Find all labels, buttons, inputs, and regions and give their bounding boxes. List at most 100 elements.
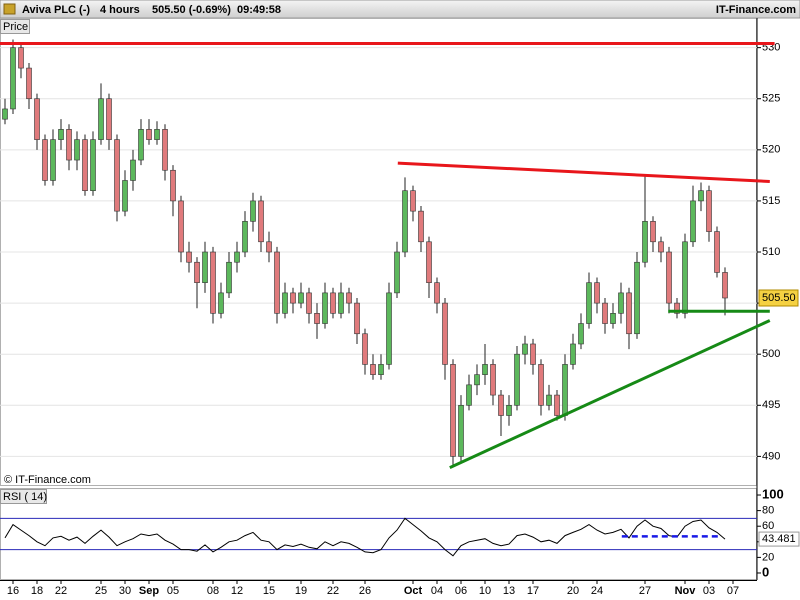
x-tick-label: 06: [455, 585, 467, 597]
candle-body: [138, 129, 144, 161]
candle-body: [66, 129, 72, 161]
y-tick-label: 20: [762, 551, 774, 563]
header-time: 09:49:58: [237, 4, 281, 16]
candle-body: [530, 343, 536, 365]
header-title: Aviva PLC (-): [22, 4, 90, 16]
y-tick-label: 500: [762, 348, 780, 360]
candle-body: [362, 333, 368, 365]
copyright: © IT-Finance.com: [4, 474, 91, 486]
x-tick-label: 13: [503, 585, 515, 597]
x-tick-label: 19: [295, 585, 307, 597]
x-tick-label: 16: [7, 585, 19, 597]
rsi-value-label: 43.481: [762, 533, 796, 545]
candle-body: [210, 251, 216, 314]
x-tick-label: Nov: [675, 585, 697, 597]
candle-body: [498, 394, 504, 416]
candle-body: [426, 241, 432, 283]
candle-body: [554, 394, 560, 416]
x-tick-label: 26: [359, 585, 371, 597]
x-tick-label: Oct: [404, 585, 423, 597]
candle-body: [442, 302, 448, 365]
last-price-tag: [758, 289, 799, 307]
candle-body: [402, 190, 408, 253]
candle-body: [514, 353, 520, 406]
y-tick-label: 510: [762, 246, 780, 258]
x-tick-label: 25: [95, 585, 107, 597]
candle-body: [90, 139, 96, 191]
candle-body: [298, 292, 304, 304]
candle-body: [250, 200, 256, 222]
candle-body: [282, 292, 288, 314]
candle-body: [626, 292, 632, 335]
candle-body: [242, 221, 248, 253]
candle-body: [202, 251, 208, 283]
candle-body: [314, 313, 320, 324]
candle-body: [458, 404, 464, 457]
x-tick-label: 22: [55, 585, 67, 597]
candle-body: [618, 292, 624, 314]
candle-body: [74, 139, 80, 161]
candle-body: [370, 364, 376, 375]
candle-body: [410, 190, 416, 212]
candle-body: [698, 190, 704, 202]
header-interval: 4 hours: [100, 4, 140, 16]
candle-body: [234, 251, 240, 263]
candle-body: [50, 139, 56, 181]
candle-body: [562, 364, 568, 416]
header-icon[interactable]: [3, 3, 16, 15]
candle-body: [34, 98, 40, 140]
candle-body: [714, 231, 720, 273]
x-tick-label: 18: [31, 585, 43, 597]
x-tick-label: 07: [727, 585, 739, 597]
candle-body: [322, 292, 328, 324]
candle-body: [42, 139, 48, 181]
rsi-line: [4, 517, 726, 557]
candle-body: [266, 241, 272, 253]
candle-body: [386, 292, 392, 365]
y-tick-label: 80: [762, 505, 774, 517]
x-tick-label: 27: [639, 585, 651, 597]
candle-body: [346, 292, 352, 304]
candle-body: [2, 108, 8, 120]
candle-body: [634, 261, 640, 335]
x-tick-label: 08: [207, 585, 219, 597]
candle-body: [274, 251, 280, 314]
candle-body: [474, 374, 480, 386]
candle-body: [82, 139, 88, 191]
trend-line: [449, 319, 771, 469]
candle-body: [682, 241, 688, 314]
header-brand: IT-Finance.com: [716, 4, 796, 16]
candle-body: [130, 159, 136, 181]
candle-body: [98, 98, 104, 140]
candle-body: [26, 67, 32, 100]
candle-body: [114, 139, 120, 212]
x-tick-label: 17: [527, 585, 539, 597]
x-tick-label: 15: [263, 585, 275, 597]
candle-body: [162, 129, 168, 171]
candle-body: [106, 98, 112, 140]
candle-body: [226, 261, 232, 294]
trend-line: [397, 161, 770, 183]
candle-body: [690, 200, 696, 243]
x-tick-label: 12: [231, 585, 243, 597]
x-tick-label: 24: [591, 585, 603, 597]
candle-body: [434, 282, 440, 304]
price-label: Price: [3, 21, 28, 33]
last-price-label: 505.50: [762, 292, 796, 304]
candle-body: [546, 394, 552, 406]
candle-body: [538, 364, 544, 406]
header-quote: 505.50 (-0.69%): [152, 4, 231, 16]
candle-body: [154, 129, 160, 140]
x-tick-label: 20: [567, 585, 579, 597]
candle-body: [178, 200, 184, 253]
candle-body: [418, 210, 424, 243]
candle-body: [122, 180, 128, 212]
candle-body: [602, 302, 608, 324]
candle-body: [338, 292, 344, 314]
candle-body: [610, 313, 616, 324]
candle-body: [394, 251, 400, 294]
candle-body: [170, 169, 176, 202]
candle-body: [378, 364, 384, 375]
rsi-label-box: [0, 489, 47, 504]
